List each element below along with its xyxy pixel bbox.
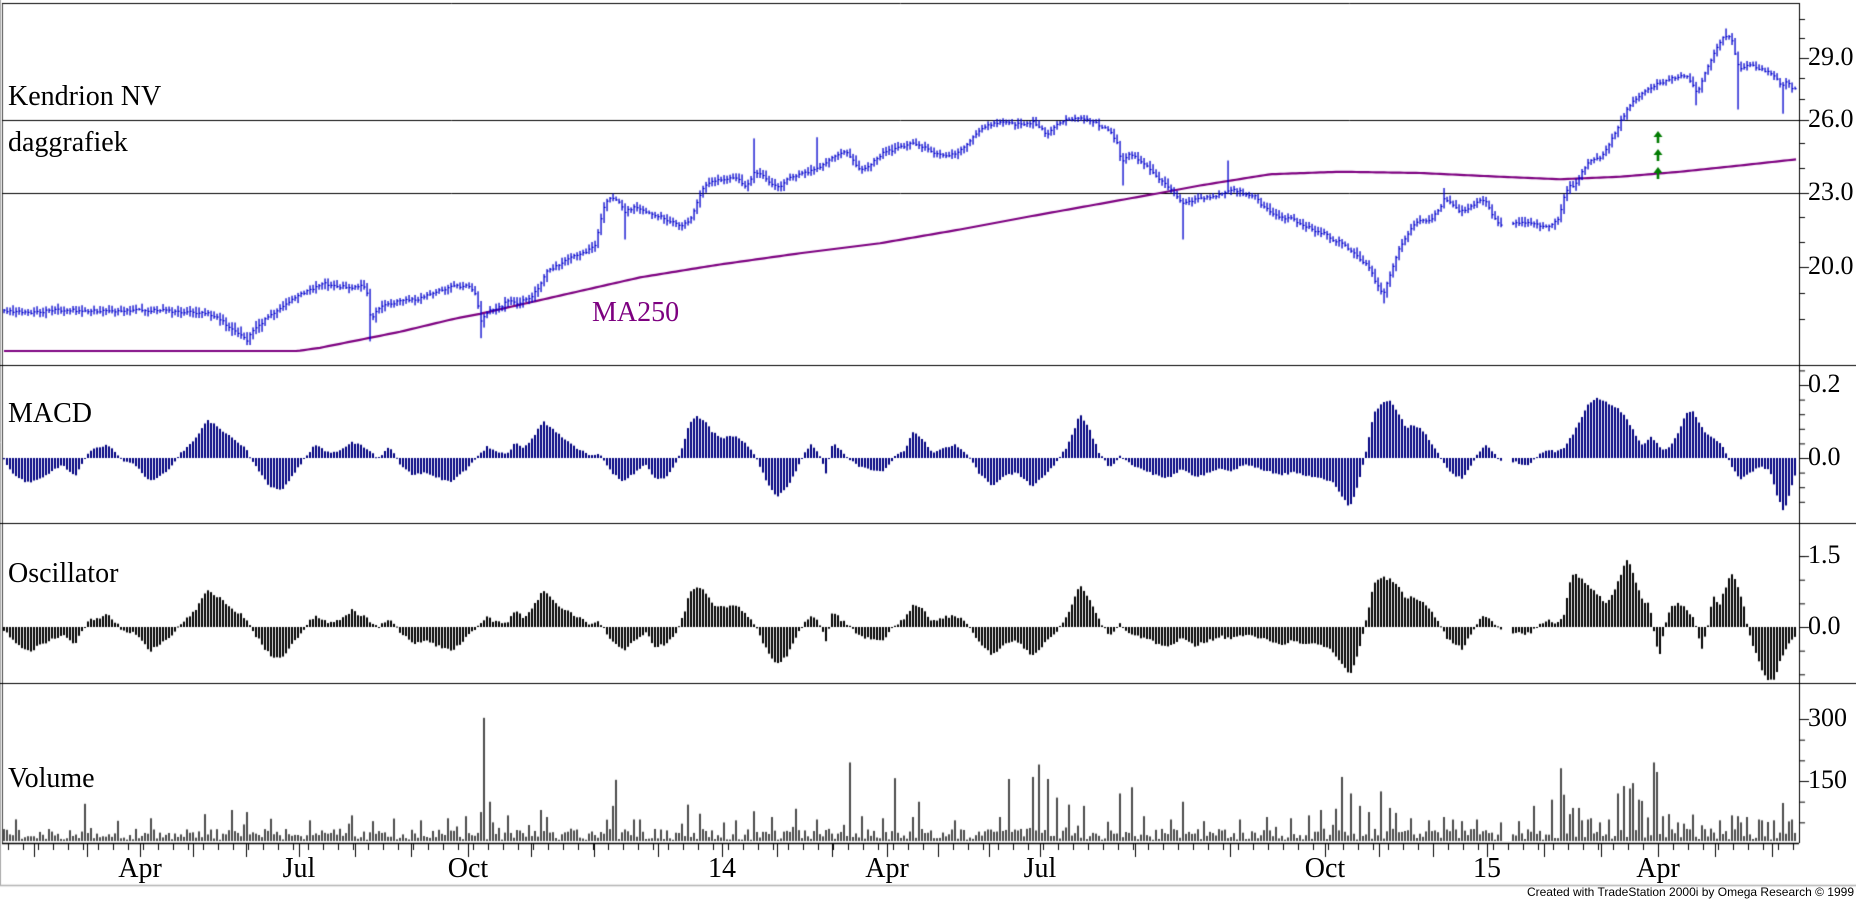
y-axis-label: 150 — [1808, 765, 1847, 794]
x-axis-label: Oct — [1304, 853, 1346, 884]
x-axis-label: Apr — [1636, 853, 1680, 884]
y-axis-label: 20.0 — [1808, 251, 1854, 280]
x-axis-label: Jul — [282, 853, 316, 884]
volume-panel-label: Volume — [8, 763, 95, 794]
y-axis-label: 0.0 — [1808, 442, 1841, 471]
ma250-line-label: MA250 — [592, 297, 680, 328]
x-axis-label: 15 — [1473, 853, 1501, 884]
x-axis-label: Jul — [1023, 853, 1057, 884]
macd-panel-label: MACD — [8, 398, 93, 429]
chart-subtitle: daggrafiek — [8, 127, 128, 158]
y-axis-label: 300 — [1808, 703, 1847, 732]
y-axis-label: 1.5 — [1808, 540, 1841, 570]
oscillator-panel-label: Oscillator — [8, 558, 119, 589]
y-axis-label: 29.0 — [1808, 42, 1854, 71]
y-axis-label: 26.0 — [1808, 104, 1854, 133]
symbol-title: Kendrion NV — [8, 81, 162, 112]
x-axis-label: 14 — [708, 853, 736, 884]
x-axis-label: Apr — [865, 853, 909, 884]
x-axis-label: Oct — [447, 853, 489, 884]
x-axis-label: Apr — [118, 853, 162, 884]
copyright-credit: Created with TradeStation 2000i by Omega… — [1526, 885, 1854, 899]
y-axis-label: 0.2 — [1808, 369, 1841, 398]
y-axis-label: 23.0 — [1808, 177, 1854, 206]
y-axis-label: 0.0 — [1808, 611, 1841, 640]
